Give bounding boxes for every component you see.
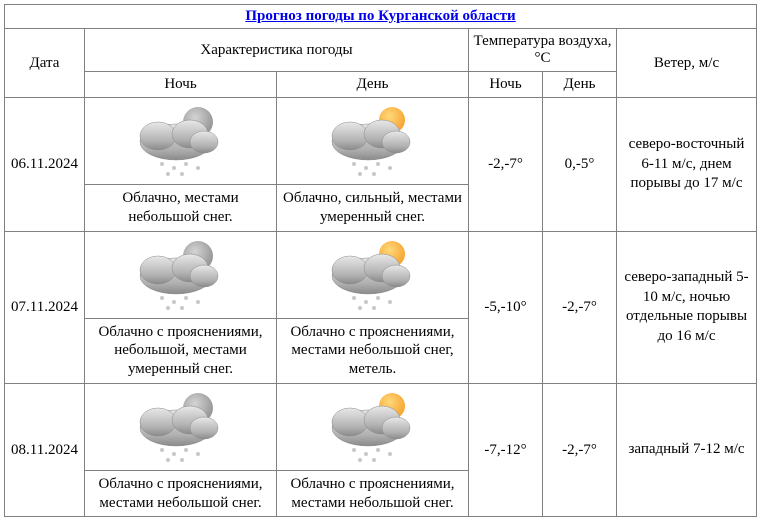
table-title[interactable]: Прогноз погоды по Курганской области (5, 5, 757, 29)
night-temp: -7,-12° (469, 383, 543, 517)
header-characteristic: Характеристика погоды (85, 29, 469, 72)
night-temp: -5,-10° (469, 231, 543, 383)
night-temp: -2,-7° (469, 98, 543, 232)
date-cell: 06.11.2024 (5, 98, 85, 232)
wind-cell: западный 7-12 м/с (617, 383, 757, 517)
night-weather-icon (85, 98, 277, 185)
header-char-night: Ночь (85, 72, 277, 98)
wind-cell: северо-восточный 6-11 м/с, днем порывы д… (617, 98, 757, 232)
day-desc: Облачно с прояснениями, местами небольшо… (277, 470, 469, 517)
header-temperature: Температура воздуха, °С (469, 29, 617, 72)
day-weather-icon (277, 98, 469, 185)
night-weather-icon (85, 383, 277, 470)
date-cell: 08.11.2024 (5, 383, 85, 517)
date-cell: 07.11.2024 (5, 231, 85, 383)
day-weather-icon (277, 231, 469, 318)
header-date: Дата (5, 29, 85, 98)
wind-cell: северо-западный 5-10 м/с, ночью отдельны… (617, 231, 757, 383)
night-desc: Облачно, местами небольшой снег. (85, 185, 277, 232)
day-desc: Облачно с прояснениями, местами небольшо… (277, 318, 469, 383)
day-desc: Облачно, сильный, местами умеренный снег… (277, 185, 469, 232)
night-desc: Облачно с прояснениями, небольшой, места… (85, 318, 277, 383)
header-wind: Ветер, м/с (617, 29, 757, 98)
day-temp: 0,-5° (543, 98, 617, 232)
night-desc: Облачно с прояснениями, местами небольшо… (85, 470, 277, 517)
header-temp-day: День (543, 72, 617, 98)
header-char-day: День (277, 72, 469, 98)
header-temp-night: Ночь (469, 72, 543, 98)
night-weather-icon (85, 231, 277, 318)
day-temp: -2,-7° (543, 383, 617, 517)
forecast-table: Прогноз погоды по Курганской области Дат… (4, 4, 757, 517)
day-weather-icon (277, 383, 469, 470)
day-temp: -2,-7° (543, 231, 617, 383)
